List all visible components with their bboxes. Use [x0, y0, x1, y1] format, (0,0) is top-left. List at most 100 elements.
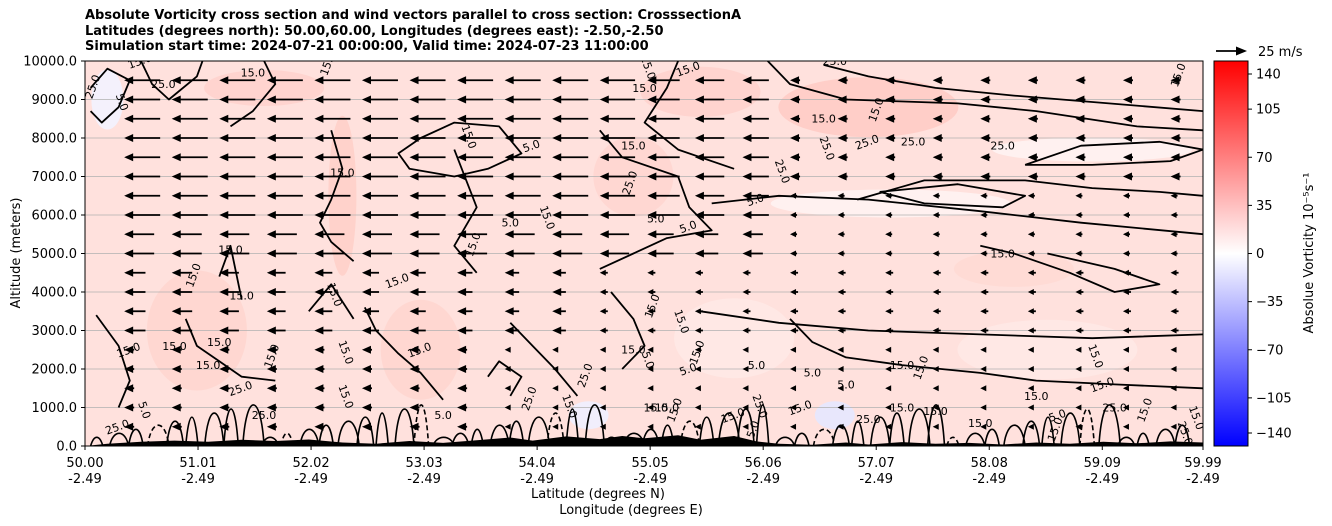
wind-vector: [647, 76, 680, 85]
wind-vector-head: [932, 250, 939, 257]
wind-vector: [124, 211, 161, 219]
wind-vector: [266, 288, 286, 296]
wind-vector-head: [790, 385, 797, 392]
wind-vector-head: [552, 76, 562, 85]
wind-vector: [219, 268, 239, 277]
wind-vector: [219, 172, 256, 181]
wind-vector-head: [599, 114, 609, 123]
x-tick-label-lat: 54.04: [519, 456, 556, 471]
contour-line: [140, 61, 204, 101]
wind-vector: [742, 269, 751, 276]
wind-vector: [1122, 212, 1130, 218]
y-axis: 0.0 1000.0 2000.0 3000.0 4000.0 5000.0 6000.0 7…: [23, 55, 85, 455]
wind-vector-head: [219, 172, 229, 181]
wind-vector: [694, 249, 719, 258]
wind-vector-head: [1170, 423, 1177, 430]
colorbar-tick-label: 105: [1256, 103, 1281, 118]
wind-vector: [124, 422, 135, 431]
wind-vector-head: [837, 212, 844, 218]
wind-vector-head: [885, 95, 895, 104]
wind-vector: [219, 153, 256, 162]
wind-vector-head: [457, 403, 467, 412]
wind-vector-head: [504, 366, 511, 372]
wind-vector-head: [1170, 289, 1177, 295]
wind-vector-head: [1122, 346, 1129, 353]
wind-vector: [457, 230, 488, 239]
x-tick-label-lat: 57.07: [858, 456, 895, 471]
wind-vector: [1075, 192, 1083, 199]
wind-vector-head: [1027, 346, 1034, 353]
contour-label: 15.0: [923, 405, 948, 418]
wind-vector-head: [694, 308, 701, 315]
wind-vector: [694, 346, 701, 353]
wind-vector: [1122, 250, 1130, 257]
wind-vector: [219, 191, 256, 200]
contour-label: 15.0: [990, 247, 1015, 260]
wind-vector-head: [1170, 212, 1177, 218]
wind-vector-head: [266, 249, 276, 258]
contour-line: [964, 432, 986, 446]
contour-line: [363, 307, 444, 401]
wind-vector: [1075, 385, 1082, 392]
wind-vector-head: [742, 76, 752, 85]
wind-vector: [1122, 95, 1133, 104]
wind-vector-head: [1027, 134, 1037, 142]
wind-vector: [1170, 404, 1177, 411]
wind-vector: [266, 422, 277, 431]
wind-vector-head: [552, 404, 559, 411]
wind-vector-head: [790, 366, 797, 372]
wind-vector-head: [885, 289, 892, 295]
wind-vector: [552, 76, 589, 85]
wind-vector-head: [694, 153, 704, 162]
wind-vector-head: [694, 211, 704, 219]
contour-line: [1060, 412, 1081, 446]
wind-vectors: [124, 76, 1181, 431]
wind-vector: [219, 326, 239, 335]
wind-vector-head: [504, 288, 514, 296]
wind-vector: [885, 250, 893, 257]
wind-vector-head: [1075, 366, 1082, 372]
contour-line: [127, 428, 144, 446]
wind-vector: [932, 269, 941, 276]
wind-vector: [647, 346, 654, 353]
wind-vector: [124, 172, 161, 181]
wind-vector: [742, 191, 769, 200]
wind-vector: [1170, 231, 1178, 238]
wind-vector-head: [647, 249, 657, 258]
y-tick-label: 10000.0: [23, 55, 77, 70]
wind-vector-head: [124, 384, 134, 393]
wind-vector: [837, 423, 844, 430]
wind-vector-head: [361, 76, 371, 85]
wind-vector-head: [1027, 114, 1037, 123]
wind-vector: [409, 307, 426, 316]
contour-label: 5.0: [804, 367, 822, 380]
contour-label: 5.0: [748, 359, 766, 372]
wind-vector-head: [504, 230, 514, 239]
wind-vector-head: [932, 327, 939, 334]
wind-vector-head: [314, 268, 324, 277]
wind-vector-head: [457, 95, 467, 104]
wind-vector: [885, 114, 896, 123]
wind-vector: [932, 212, 940, 218]
wind-vector: [647, 134, 680, 142]
wind-vector-head: [599, 404, 606, 411]
wind-vector: [314, 307, 333, 316]
wind-vector: [219, 307, 239, 316]
wind-vector-head: [742, 327, 749, 334]
wind-vector: [694, 76, 725, 85]
wind-vector-head: [1170, 250, 1177, 257]
wind-vector: [790, 308, 799, 315]
wind-vector: [361, 76, 398, 85]
wind-vector-head: [837, 76, 847, 85]
wind-vector-head: [266, 288, 276, 296]
wind-vector: [647, 95, 680, 104]
wind-vector-head: [980, 385, 987, 392]
wind-vector-head: [1122, 114, 1132, 123]
wind-vector-head: [219, 153, 229, 162]
wind-vector: [409, 403, 420, 412]
wind-vector: [742, 134, 769, 142]
wind-vector-head: [694, 249, 704, 258]
wind-vector-head: [504, 95, 514, 104]
wind-vector: [694, 191, 725, 200]
wind-vector: [361, 172, 398, 181]
